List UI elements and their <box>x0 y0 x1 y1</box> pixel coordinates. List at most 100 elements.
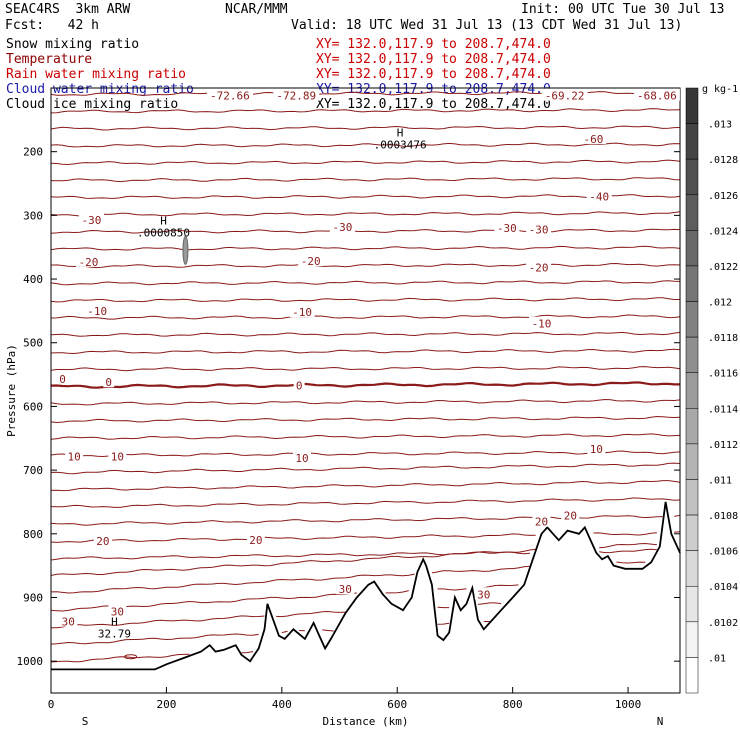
colorbar-label: .0114 <box>708 404 738 415</box>
valid-time: Valid: 18 UTC Wed 31 Jul 13 (13 CDT Wed … <box>291 18 683 33</box>
colorbar-segment <box>685 550 699 587</box>
contour-label-bg <box>494 221 520 234</box>
isotherm-line <box>50 433 681 440</box>
isotherm-line <box>50 602 502 629</box>
contour-label: 0 <box>105 376 112 389</box>
contour-label: 20 <box>249 534 262 547</box>
isotherm-line <box>50 177 681 183</box>
colorbar-label: .012 <box>708 298 732 309</box>
contour-label-bg <box>93 533 112 546</box>
legend-cloud-ice: Cloud ice mixing ratio <box>6 97 179 112</box>
isotherm-line <box>50 280 681 286</box>
isotherm-line <box>51 543 680 575</box>
contour-label-bg <box>273 88 320 101</box>
contour-label: -10 <box>292 306 312 319</box>
y-tick-label: 900 <box>23 591 43 604</box>
contour-label-bg <box>586 189 612 202</box>
isotherm-line <box>50 497 681 508</box>
contour-label: -72.66 <box>210 90 250 103</box>
contour-label: -30 <box>332 221 352 234</box>
contour-label: 30 <box>339 583 352 596</box>
contour-label: -30 <box>81 214 101 227</box>
colorbar-label: .0118 <box>708 333 738 344</box>
contour-label: -69.22 <box>545 90 585 103</box>
colorbar-segment <box>685 585 699 623</box>
cloud-ice-max-marker: H <box>160 214 167 227</box>
y-tick-label: 700 <box>23 464 43 477</box>
temperature-max-value: 32.79 <box>98 628 131 641</box>
isotherm-line <box>50 480 681 492</box>
snow-max-value: .0003476 <box>374 139 427 152</box>
legend-cloud-ice-xy: XY= 132.0,117.9 to 208.7,474.0 <box>316 97 551 112</box>
isotherm-line <box>50 651 254 663</box>
colorbar-segment <box>685 123 699 160</box>
legend-temperature-xy: XY= 132.0,117.9 to 208.7,474.0 <box>316 52 551 67</box>
colorbar-segment <box>685 87 699 124</box>
end-label-south: S <box>82 715 89 728</box>
contour-label-bg <box>561 508 580 521</box>
end-label-north: N <box>657 715 664 728</box>
isotherm-line <box>50 584 519 612</box>
colorbar-label: .0102 <box>708 618 738 629</box>
institution: NCAR/MMM <box>225 2 288 17</box>
contour-label-bg <box>529 316 555 329</box>
isotherm-line <box>50 228 681 234</box>
colorbar-label: .0104 <box>708 582 738 593</box>
contour-label-bg <box>541 88 588 101</box>
legend-snow: Snow mixing ratio <box>6 37 140 52</box>
x-axis-label: Distance (km) <box>322 715 408 728</box>
contour-label-bg <box>108 604 127 617</box>
contour-label-bg <box>336 582 355 595</box>
contour-label: 0 <box>296 379 303 392</box>
x-tick-label: 0 <box>48 698 55 711</box>
isotherm-line <box>50 348 681 355</box>
snow-max-marker: H <box>397 127 404 140</box>
contour-label: -10 <box>87 305 107 318</box>
temperature-max-marker: H <box>111 616 118 629</box>
colorbar-segment <box>685 301 699 338</box>
contour-label-bg <box>108 449 127 462</box>
legend-rain-xy: XY= 132.0,117.9 to 208.7,474.0 <box>316 67 551 82</box>
colorbar-segment <box>685 158 699 196</box>
colorbar-segment <box>685 194 699 231</box>
isotherm-line <box>50 415 681 424</box>
isotherm-line <box>50 561 646 594</box>
x-tick-label: 800 <box>503 698 523 711</box>
contour-label-bg <box>289 305 315 318</box>
legend-cloud-water: Cloud water mixing ratio <box>6 82 194 97</box>
y-tick-label: 400 <box>23 273 43 286</box>
colorbar-label: .0106 <box>708 547 738 558</box>
contour-label: 10 <box>590 443 603 456</box>
contour-label: -68.06 <box>637 90 677 103</box>
isotherm-line <box>50 398 681 406</box>
contour-label: 0 <box>59 373 66 386</box>
colorbar-segment <box>685 230 699 267</box>
y-tick-label: 500 <box>23 337 43 350</box>
colorbar-label: .0128 <box>708 155 738 166</box>
isotherm-line <box>50 194 681 199</box>
isotherm-line <box>50 450 681 458</box>
y-tick-label: 200 <box>23 146 43 159</box>
legend-rain: Rain water mixing ratio <box>6 67 187 82</box>
contour-label: 30 <box>111 605 124 618</box>
contour-label: -20 <box>301 255 321 268</box>
colorbar-label: .0108 <box>708 511 738 522</box>
colorbar-label: .013 <box>708 120 732 131</box>
cloud-ice-max-value: .0000850 <box>137 226 190 239</box>
y-tick-label: 300 <box>23 209 43 222</box>
contour-label-bg <box>206 88 253 101</box>
contour-label-bg <box>293 451 312 464</box>
isotherm-line <box>50 314 681 320</box>
plot-frame <box>50 87 681 694</box>
contour-label: -10 <box>532 318 552 331</box>
contour-label: 20 <box>96 535 109 548</box>
y-axis-label: Pressure (hPa) <box>5 344 18 437</box>
isotherm-line <box>50 125 681 131</box>
colorbar-label: .0122 <box>708 262 738 273</box>
colorbar-segment <box>685 657 699 694</box>
isotherm-line <box>50 514 681 526</box>
isotherm-line <box>50 621 490 645</box>
contour-label: 30 <box>62 616 75 629</box>
x-tick-label: 400 <box>272 698 292 711</box>
colorbar-label: .011 <box>708 475 732 486</box>
